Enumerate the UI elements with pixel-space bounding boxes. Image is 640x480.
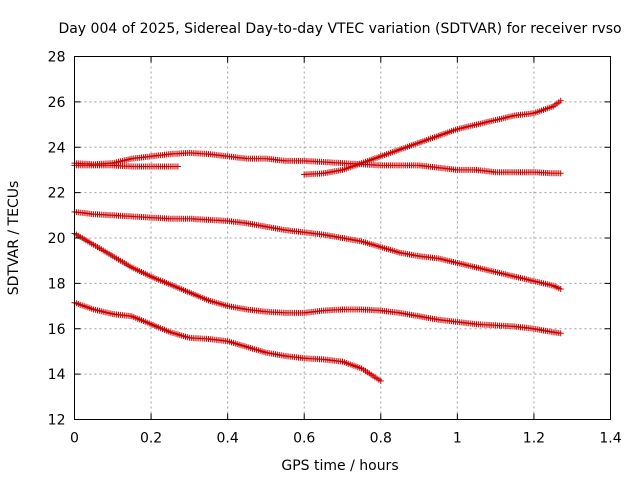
- y-tick-label: 16: [48, 322, 66, 338]
- y-tick-label: 14: [48, 367, 66, 383]
- series-track-3: [301, 97, 564, 178]
- chart-title: Day 004 of 2025, Sidereal Day-to-day VTE…: [58, 21, 621, 37]
- grid: [74, 56, 611, 420]
- y-tick-labels: 12 14 16 18 20 22 24 26 28: [48, 50, 66, 429]
- x-axis-label: GPS time / hours: [281, 458, 398, 474]
- plus-markers: [301, 97, 564, 178]
- x-tick-label: 1.2: [523, 431, 545, 447]
- x-tick-label: 0.8: [370, 431, 392, 447]
- x-tick-label: 0: [70, 431, 79, 447]
- y-tick-label: 24: [48, 140, 66, 156]
- x-tick-label: 1.4: [599, 431, 621, 447]
- marks: [71, 97, 564, 384]
- y-tick-label: 22: [48, 186, 66, 202]
- x-tick-label: 0.6: [293, 431, 315, 447]
- y-tick-label: 26: [48, 95, 66, 111]
- x-tick-label: 0.4: [217, 431, 239, 447]
- y-tick-label: 18: [48, 276, 66, 292]
- x-tick-label: 0.2: [140, 431, 162, 447]
- y-tick-label: 28: [48, 50, 66, 66]
- x-tick-label: 1: [453, 431, 462, 447]
- plus-markers: [71, 208, 564, 292]
- y-tick-label: 12: [48, 413, 66, 429]
- y-axis-label: SDTVAR / TECUs: [6, 181, 22, 296]
- y-tick-label: 20: [48, 231, 66, 247]
- series-track-4: [71, 208, 564, 292]
- axis-ticks: [74, 56, 611, 420]
- x-tick-labels: 0 0.2 0.4 0.6 0.8 1 1.2 1.4: [70, 431, 622, 447]
